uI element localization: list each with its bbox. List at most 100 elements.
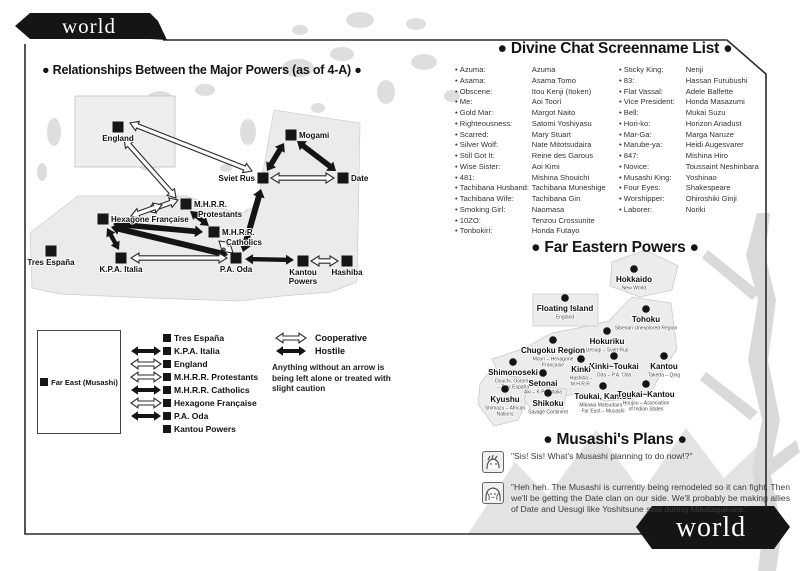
legend-row: K.P.A. Italia bbox=[127, 344, 258, 357]
chat-screenname: Tachibana Wife: bbox=[459, 194, 514, 203]
map-region-label: Kyushu bbox=[490, 395, 519, 404]
legend-row: M.H.R.R. Catholics bbox=[127, 383, 258, 396]
legend-hostile-arrow-icon bbox=[272, 345, 308, 357]
chat-screenname: Azuma: bbox=[459, 65, 486, 74]
legend-node-square bbox=[163, 372, 171, 381]
diagram-node-england bbox=[112, 121, 124, 133]
map-region-dot bbox=[630, 265, 638, 273]
chat-column-right: Sticky King: Nenji 83: Hassan Furubushi Flat… bbox=[619, 65, 773, 237]
chat-screenname: Flat Vassal: bbox=[623, 86, 663, 96]
legend-label: Hostile bbox=[315, 345, 346, 356]
map-region-dot bbox=[561, 294, 569, 302]
chat-real-name: Azuma bbox=[531, 65, 556, 74]
chat-entry: Tachibana Wife: Tachibana Gin bbox=[455, 194, 619, 205]
legend-node-square bbox=[163, 385, 171, 394]
chat-entry: Musashi King: Yoshinao bbox=[619, 173, 773, 184]
far-east-title: ● Far Eastern Powers ● bbox=[531, 239, 699, 256]
chat-entry: Bell: Mukai Suzu bbox=[619, 108, 773, 119]
legend-node-square bbox=[163, 399, 171, 408]
legend-row: Tres España bbox=[127, 331, 258, 344]
legend-label: M.H.R.R. Protestants bbox=[174, 371, 259, 382]
chat-entry: Silver Wolf: Nate Mitotsudaira bbox=[455, 140, 619, 151]
chat-real-name: Toussaint Neshinbara bbox=[685, 161, 759, 171]
diagram-node-mhrr-protestants bbox=[180, 198, 192, 210]
chat-entry: Tonbokiri: Honda Futayo bbox=[455, 226, 619, 237]
chat-column-left: Azuma: Azuma Asama: Asama Tomo Obscene: Itou … bbox=[455, 65, 619, 237]
chat-real-name: Shakespeare bbox=[685, 183, 731, 193]
map-region-label: Shimonoseki bbox=[488, 368, 538, 377]
chat-screenname: Asama: bbox=[459, 75, 486, 85]
diagram-node-label: England bbox=[102, 134, 134, 143]
chat-entry: Smoking Girl: Naomasa bbox=[455, 205, 619, 216]
map-region-subtitle: Hashiba – bbox=[570, 376, 593, 382]
chat-screenname: Silver Wolf: bbox=[459, 140, 499, 150]
chat-screenname: Four Eyes: bbox=[623, 183, 661, 193]
chat-real-name: Asama Tomo bbox=[531, 75, 576, 85]
chat-entry: Sticky King: Nenji bbox=[619, 65, 773, 76]
chat-real-name: Naomasa bbox=[531, 204, 565, 214]
diagram-node-label: Kantou bbox=[289, 268, 317, 277]
legend-row: England bbox=[127, 357, 258, 370]
diagram-node-date bbox=[337, 172, 349, 184]
diagram-arrow-hostile bbox=[266, 143, 285, 171]
chat-entry: 847: Mishina Hiro bbox=[619, 151, 773, 162]
chat-message-toori: "Sis! Sis! What's Musashi planning to do… bbox=[482, 451, 790, 473]
map-region-subtitle: England bbox=[556, 315, 575, 321]
chat-real-name: Honda Futayo bbox=[531, 226, 580, 236]
world-banner-top-shape bbox=[15, 13, 167, 40]
chat-screenname: 481: bbox=[459, 172, 475, 182]
kyushu-landmass bbox=[477, 371, 529, 427]
far-east-label: Far East (Musashi) bbox=[51, 377, 118, 387]
map-region-subtitle: Siberian Unexplored Region bbox=[615, 326, 678, 332]
chat-entry: Hori-ko: Horizon Ariadust bbox=[619, 119, 773, 130]
map-region-label: Toukai~Kantou bbox=[617, 390, 675, 399]
chat-entry: Four Eyes: Shakespeare bbox=[619, 183, 773, 194]
diagram-node-label: K.P.A. Italia bbox=[100, 265, 144, 274]
map-region-dot bbox=[660, 352, 668, 360]
chat-screenname: Tonbokiri: bbox=[459, 226, 493, 236]
chat-real-name: Ohiroshiki Ginji bbox=[685, 194, 737, 203]
legend-note: Anything without an arrow is being left … bbox=[272, 363, 391, 393]
chat-real-name: Tachibana Gin bbox=[531, 194, 581, 203]
world-banner-bottom-shape bbox=[636, 506, 790, 549]
shikoku-landmass bbox=[523, 385, 568, 415]
chat-screenname: Worshipper: bbox=[623, 194, 665, 203]
legend-node-square bbox=[163, 346, 171, 355]
diagram-node-label: Date bbox=[351, 174, 369, 183]
chat-screenname: Novice: bbox=[623, 161, 650, 171]
chat-real-name: Tenzou Crossunite bbox=[531, 215, 595, 225]
legend-coop-arrow-icon bbox=[127, 370, 163, 383]
chat-entry: Worshipper: Ohiroshiki Ginji bbox=[619, 194, 773, 205]
diagram-node-label: Sviet Rus bbox=[219, 174, 256, 183]
map-region-dot bbox=[603, 327, 611, 335]
map-region-label: Floating Island bbox=[537, 304, 594, 313]
legend-coop-arrow-icon bbox=[127, 357, 163, 370]
diagram-node-sviet-rus bbox=[257, 172, 269, 184]
map-region-subtitle: – Tres España bbox=[497, 385, 529, 391]
map-region-subtitle: Mikawa Matsudaira – bbox=[579, 403, 626, 409]
legend-row: P.A. Oda bbox=[127, 410, 258, 423]
chat-real-name: Horizon Ariadust bbox=[685, 118, 742, 128]
chat-screenname: Smoking Girl: bbox=[459, 204, 506, 214]
chat-entry: Vice President: Honda Masazumi bbox=[619, 97, 773, 108]
chat-real-name: Mukai Suzu bbox=[685, 108, 726, 117]
chat-screenname: Laborer: bbox=[623, 204, 653, 214]
chat-screenname: Tachibana Husband: bbox=[459, 183, 530, 193]
legend-label: Tres España bbox=[174, 332, 225, 343]
hokkaido-landmass bbox=[609, 249, 679, 298]
far-east-node-square bbox=[40, 378, 49, 386]
chat-screenname: Righteousness: bbox=[459, 118, 513, 128]
diagram-node-label: M.H.R.R. bbox=[194, 200, 227, 209]
chat-screenname: Wise Sister: bbox=[459, 161, 501, 171]
diagram-arrow-hostile bbox=[190, 211, 209, 226]
chat-entry: Asama: Asama Tomo bbox=[455, 76, 619, 87]
chat-screenname: 83: bbox=[623, 75, 635, 85]
map-region-subtitle: M.H.R.R. bbox=[571, 382, 592, 388]
map-region-subtitle: Aki – K.P.A. Italia bbox=[524, 390, 562, 396]
chat-real-name: Marga Naruze bbox=[685, 129, 734, 139]
map-region-subtitle: Oouchi, Ootomo bbox=[495, 379, 532, 385]
map-region-dot bbox=[599, 382, 607, 390]
legend-node-square bbox=[163, 412, 171, 421]
map-region-label: Hokkaido bbox=[616, 275, 652, 284]
